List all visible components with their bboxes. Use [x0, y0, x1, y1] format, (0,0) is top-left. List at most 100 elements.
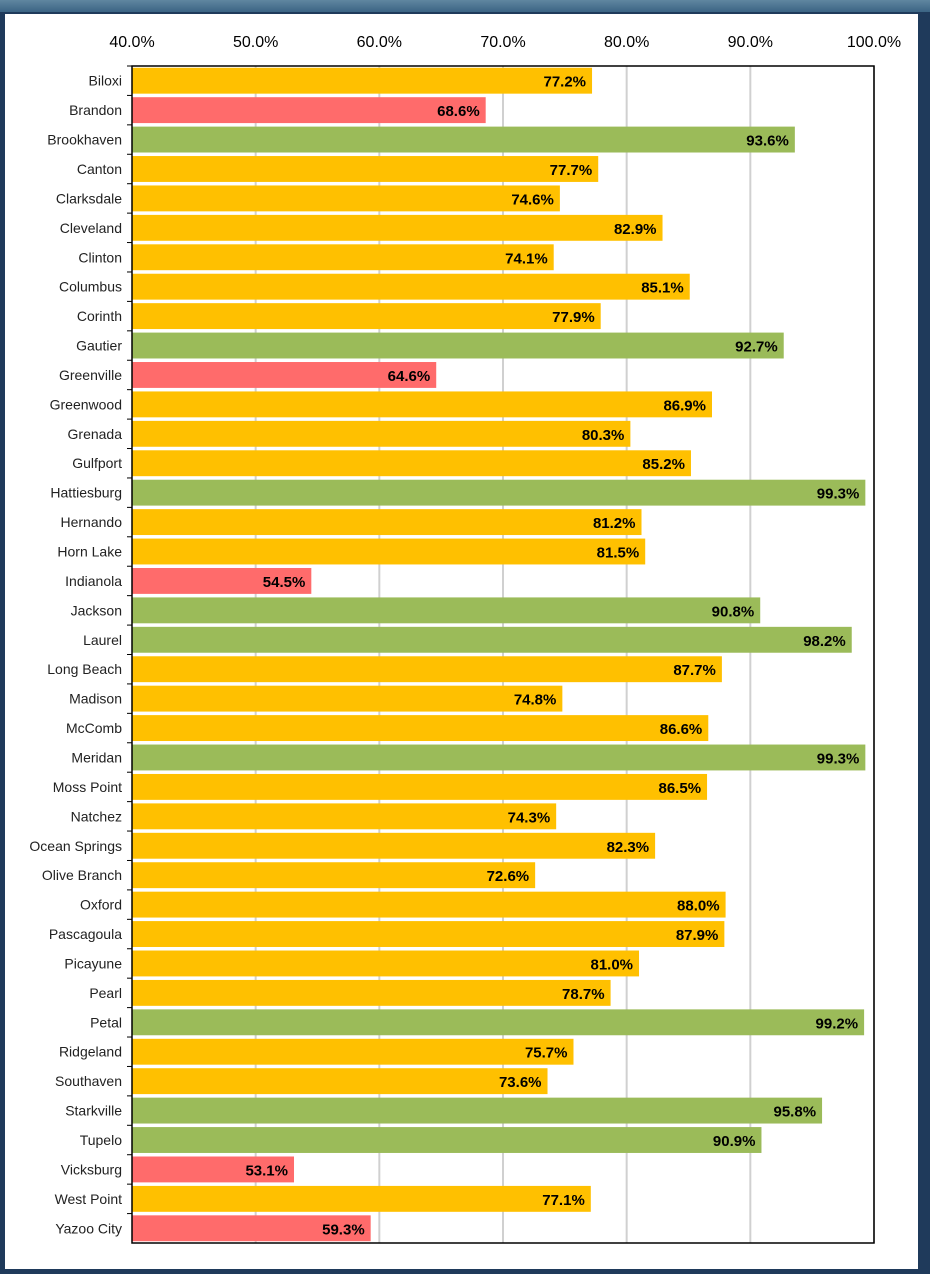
category-label: Southaven	[55, 1073, 122, 1089]
data-label: 87.7%	[673, 662, 716, 679]
data-label: 87.9%	[676, 927, 719, 944]
data-label: 80.3%	[582, 427, 625, 444]
category-label: Gautier	[76, 338, 122, 354]
window-top-bar	[0, 0, 930, 12]
category-label: Clinton	[78, 249, 122, 265]
data-label: 68.6%	[437, 103, 480, 120]
data-label: 86.9%	[663, 397, 706, 414]
data-label: 90.8%	[712, 603, 755, 620]
bar	[132, 1009, 865, 1036]
data-label: 85.1%	[641, 280, 684, 297]
x-tick-label: 40.0%	[109, 34, 154, 51]
bar	[132, 803, 557, 830]
category-label: Grenada	[68, 426, 123, 442]
data-label: 93.6%	[746, 133, 789, 150]
category-label: Clarksdale	[56, 190, 122, 206]
bar	[132, 1127, 762, 1153]
bar	[132, 538, 646, 565]
category-label: Meridan	[71, 749, 122, 765]
data-label: 81.2%	[593, 515, 636, 532]
x-tick-label: 100.0%	[847, 34, 901, 51]
bar	[132, 773, 708, 800]
category-label: Ocean Springs	[29, 838, 122, 854]
bar	[132, 744, 866, 771]
category-labels: Biloxi Brandon Brookhaven Canton Clarksdale C…	[29, 73, 122, 1237]
bar	[132, 303, 601, 330]
category-label: Greenville	[59, 367, 122, 383]
data-label: 59.3%	[322, 1221, 365, 1238]
bar	[132, 509, 642, 536]
category-label: Laurel	[83, 632, 122, 648]
x-tick-label: 70.0%	[480, 34, 525, 51]
bar	[132, 420, 631, 447]
data-label: 64.6%	[388, 368, 431, 385]
category-label: Horn Lake	[57, 544, 122, 560]
category-label: Madison	[69, 691, 122, 707]
data-label: 77.7%	[550, 162, 593, 179]
data-label: 72.6%	[487, 868, 530, 885]
bar	[132, 950, 640, 977]
bar	[132, 979, 611, 1006]
category-label: McComb	[66, 720, 122, 736]
bar	[132, 273, 690, 300]
data-label: 86.6%	[660, 721, 703, 738]
category-label: Brandon	[69, 102, 122, 118]
data-label: 81.5%	[597, 545, 640, 562]
data-label: 81.0%	[590, 956, 633, 973]
data-label: 73.6%	[499, 1074, 542, 1091]
category-label: Yazoo City	[55, 1220, 122, 1236]
bar	[132, 67, 593, 94]
data-label: 74.3%	[508, 809, 551, 826]
plot-axes	[127, 65, 875, 1244]
category-label: Olive Branch	[42, 867, 122, 883]
category-label: Hattiesburg	[50, 485, 122, 501]
category-label: Greenwood	[50, 396, 122, 412]
data-label: 99.2%	[816, 1015, 859, 1032]
bar	[132, 715, 709, 742]
x-tick-label: 90.0%	[728, 34, 773, 51]
category-label: Natchez	[71, 808, 122, 824]
x-tick-label: 50.0%	[233, 34, 278, 51]
bar	[132, 156, 599, 182]
bar	[132, 1156, 295, 1183]
data-label: 95.8%	[774, 1104, 817, 1121]
bar	[132, 450, 691, 477]
data-label: 74.1%	[505, 250, 548, 267]
bar	[132, 921, 725, 947]
bar	[132, 656, 722, 683]
category-label: Indianola	[65, 573, 122, 589]
data-label: 78.7%	[562, 986, 605, 1003]
data-label: 77.2%	[543, 74, 586, 91]
plot-border	[131, 65, 875, 1244]
bar	[132, 185, 560, 212]
bar	[132, 362, 437, 388]
data-label: 82.9%	[614, 221, 657, 238]
bar	[132, 1097, 823, 1124]
category-label: Corinth	[77, 308, 122, 324]
category-label: Brookhaven	[47, 132, 122, 148]
category-label: Long Beach	[47, 661, 122, 677]
category-label: Pascagoula	[49, 926, 122, 942]
category-label: Oxford	[80, 897, 122, 913]
category-label: Vicksburg	[61, 1161, 122, 1177]
category-label: Starkville	[65, 1103, 122, 1119]
bar	[132, 1185, 591, 1212]
category-label: West Point	[55, 1191, 123, 1207]
category-label: Pearl	[89, 985, 122, 1001]
bar	[132, 97, 486, 124]
bar	[132, 1068, 548, 1095]
category-label: Ridgeland	[59, 1044, 122, 1060]
bar	[132, 832, 656, 859]
data-label: 85.2%	[642, 456, 685, 473]
data-label: 88.0%	[677, 898, 720, 915]
category-label: Moss Point	[53, 779, 122, 795]
category-label: Picayune	[64, 955, 122, 971]
bar	[132, 479, 866, 506]
gridlines	[254, 66, 875, 1243]
bar	[132, 891, 726, 918]
data-label: 77.1%	[542, 1192, 585, 1209]
data-labels: 77.2% 68.6% 93.6% 77.7% 74.6% 82.9% 74.1% 85.1%…	[245, 74, 859, 1239]
category-label: Columbus	[59, 279, 122, 295]
